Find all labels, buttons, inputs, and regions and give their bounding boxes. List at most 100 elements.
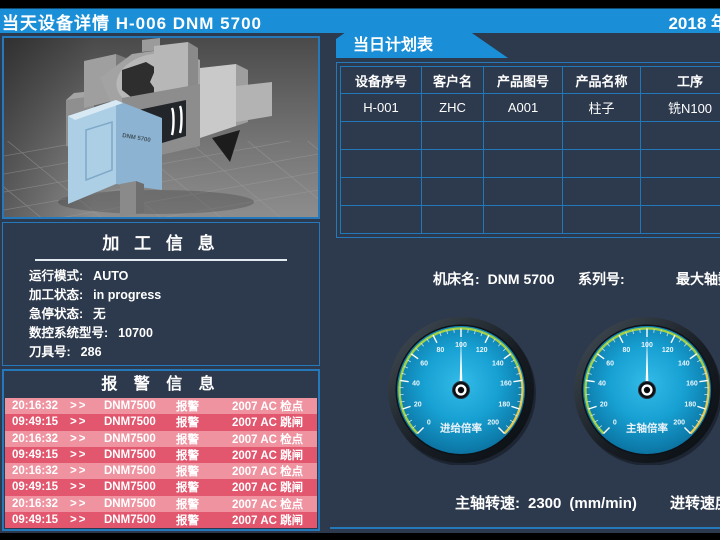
svg-text:200: 200 [673,420,685,427]
alarm-msg: 2007 AC 检点 [232,498,304,511]
spindle-override-gauge: 020406080100120140160180200主轴倍率 [574,317,720,465]
alarm-row[interactable]: 20:16:32 >> DNM7500 报警 2007 AC 检点 [5,398,317,415]
main-area: DNM 5700 加 工 信 息 运行模式: AUTO 加工状态: in progre… [0,33,720,533]
top-header-bar: 当天设备详情 H-006 DNM 5700 2018 年 [0,8,720,33]
table-row[interactable] [340,121,720,150]
svg-text:20: 20 [414,401,422,408]
machine-image-panel: DNM 5700 [2,36,320,219]
info-field-value: 无 [93,307,106,321]
svg-text:40: 40 [412,380,420,387]
info-field-value: in progress [93,288,162,302]
info-field-label: 数控系统型号: [29,326,109,340]
svg-text:160: 160 [686,380,698,387]
info-field-label: 急停状态: [29,307,84,321]
table-row[interactable] [340,177,720,206]
alarm-msg: 2007 AC 跳闸 [232,449,304,462]
feed-speed-field: 进转速度 [670,492,720,513]
svg-text:200: 200 [487,420,499,427]
alarm-sep: >> [70,513,88,526]
table-cell [640,177,720,206]
table-column-header: 产品图号 [483,66,563,94]
svg-text:0: 0 [613,420,617,427]
table-cell [562,205,641,234]
alarm-row[interactable]: 09:49:15 >> DNM7500 报警 2007 AC 跳闸 [5,414,317,431]
svg-text:120: 120 [662,347,674,354]
table-cell [640,121,720,150]
gauge-label: 主轴倍率 [626,422,668,435]
alarm-sep: >> [70,497,88,510]
table-column-header: 客户名 [421,66,484,94]
alarm-dev: DNM7500 [104,465,156,478]
max-axes-label: 最大轴数 [676,271,720,287]
feed-override-gauge: 020406080100120140160180200进给倍率 [388,317,536,465]
alarm-time: 20:16:32 [12,400,59,413]
alarm-typ: 报警 [176,514,199,527]
alarm-time: 20:16:32 [12,497,59,510]
alarm-time: 09:49:15 [12,448,59,461]
info-field: 数控系统型号: 10700 [3,324,319,343]
alarm-typ: 报警 [176,449,199,462]
table-row[interactable] [340,205,720,234]
alarm-row[interactable]: 09:49:15 >> DNM7500 报警 2007 AC 跳闸 [5,479,317,496]
alarm-typ: 报警 [176,417,199,430]
alarm-time: 09:49:15 [12,481,59,494]
svg-text:80: 80 [436,347,444,354]
alarm-sep: >> [70,400,88,413]
info-field-label: 刀具号: [29,345,71,359]
table-cell: 柱子 [562,93,641,122]
svg-text:180: 180 [498,401,510,408]
alarm-row[interactable]: 09:49:15 >> DNM7500 报警 2007 AC 跳闸 [5,446,317,463]
alarm-time: 20:16:32 [12,465,59,478]
alarm-row[interactable]: 09:49:15 >> DNM7500 报警 2007 AC 跳闸 [5,511,317,528]
table-cell [340,177,422,206]
machine-name-field: 机床名: DNM 5700 [433,269,555,289]
table-row[interactable]: H-001 ZHC A001 柱子 铣N100 [340,93,720,122]
alarm-msg: 2007 AC 检点 [232,466,304,479]
table-cell [340,205,422,234]
alarm-sep: >> [70,416,88,429]
processing-info-fields: 运行模式: AUTO 加工状态: in progress 急停状态: 无数控系统型号: 10… [3,267,319,362]
table-cell [421,149,484,178]
info-field: 运行模式: AUTO [3,267,319,286]
info-field-value: 10700 [118,326,153,340]
alarm-row[interactable]: 20:16:32 >> DNM7500 报警 2007 AC 检点 [5,495,317,512]
svg-text:60: 60 [420,361,428,368]
alarm-dev: DNM7500 [104,481,156,494]
tab-daily-plan[interactable]: 当日计划表 [336,33,508,58]
alarm-dev: DNM7500 [104,513,156,526]
table-cell: 铣N100 [640,93,720,122]
table-cell: ZHC [421,93,484,122]
table-cell [562,177,641,206]
alarm-msg: 2007 AC 跳闸 [232,514,304,527]
table-row[interactable] [340,149,720,178]
alarm-dev: DNM7500 [104,416,156,429]
alarm-row[interactable]: 20:16:32 >> DNM7500 报警 2007 AC 检点 [5,430,317,447]
table-cell: H-001 [340,93,422,122]
table-cell [483,177,563,206]
table-cell [483,149,563,178]
alarm-dev: DNM7500 [104,497,156,510]
alarm-info-panel: 报 警 信 息 20:16:32 >> DNM7500 报警 2007 AC 检点 09:… [2,369,320,531]
table-cell [421,121,484,150]
alarm-dev: DNM7500 [104,400,156,413]
alarm-time: 20:16:32 [12,432,59,445]
machine-3d-image: DNM 5700 [4,38,318,217]
info-field-label: 加工状态: [29,288,84,302]
processing-info-title: 加 工 信 息 [102,234,220,253]
machine-model-label: DNM 5700 [122,133,152,144]
machine-name-value: DNM 5700 [487,271,555,287]
alarm-time: 09:49:15 [12,513,59,526]
alarm-row[interactable]: 20:16:32 >> DNM7500 报警 2007 AC 检点 [5,463,317,480]
series-number-field: 系列号: [578,269,633,289]
table-header-row: 设备序号 客户名 产品图号 产品名称 工序 [340,66,720,94]
svg-text:20: 20 [600,401,608,408]
daily-plan-table-wrap: 设备序号 客户名 产品图号 产品名称 工序 H-001 ZHC A001 柱子 铣N100 [336,62,720,238]
table-cell [421,177,484,206]
info-field: 加工状态: in progress [3,286,319,305]
table-cell [640,149,720,178]
info-field-label: 运行模式: [29,269,84,283]
table-cell [483,121,563,150]
alarm-typ: 报警 [176,498,199,511]
header-date: 2018 年 [668,13,720,33]
table-cell [562,149,641,178]
